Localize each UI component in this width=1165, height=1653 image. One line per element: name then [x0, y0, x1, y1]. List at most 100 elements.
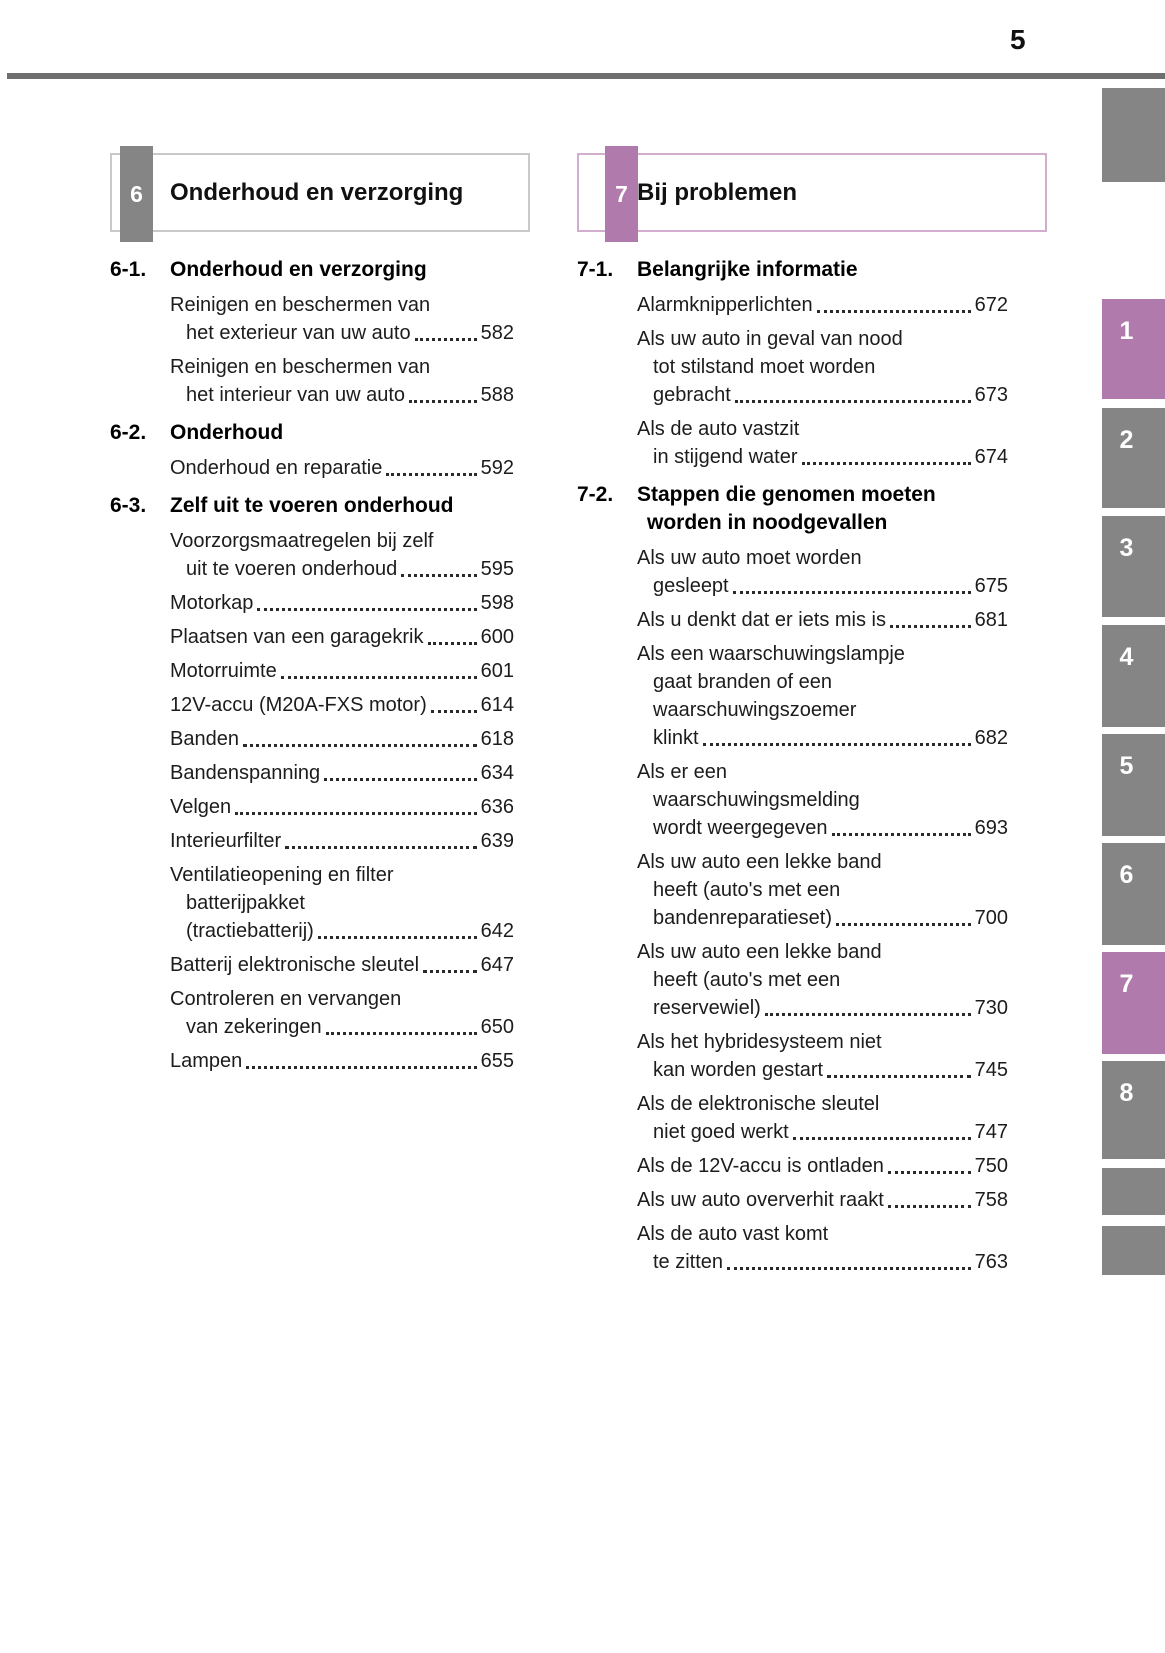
- toc-entry-text: Motorkap: [170, 592, 254, 614]
- toc-entry-line: Motorruimte 601: [170, 657, 514, 685]
- toc-entry: Als het hybridesysteem niet kan worden ge…: [577, 1028, 1008, 1084]
- toc-entry-line: het interieur van uw auto 588: [170, 381, 514, 409]
- toc-entry-line: (tractiebatterij) 642: [170, 917, 514, 945]
- toc-entry-text: niet goed werkt: [653, 1121, 789, 1143]
- toc-entry: Onderhoud en reparatie 592: [110, 454, 514, 482]
- chapter-tab-label: 3: [1119, 534, 1134, 562]
- toc-entry-text: (tractiebatterij): [186, 920, 314, 942]
- toc-subsection-heading: 7-1. Belangrijke informatie: [577, 256, 1008, 284]
- toc-entry: Controleren en vervangen van zekeringen 65…: [110, 985, 514, 1041]
- toc-entry-line: van zekeringen 650: [170, 1013, 514, 1041]
- chapter-block: 7 Bij problemen 7-1. Belangrijke informa…: [577, 146, 1047, 1276]
- toc-entry-line: Interieurfilter 639: [170, 827, 514, 855]
- dotted-leader: [317, 917, 477, 939]
- toc-entry-line: Ventilatieopening en filter: [170, 861, 514, 889]
- dotted-leader: [727, 1248, 971, 1270]
- dotted-leader: [280, 657, 477, 679]
- dotted-leader: [401, 555, 477, 577]
- subsection-title: Stappen die genomen moeten worden in nood…: [637, 481, 936, 537]
- toc-entry-text: Reinigen en beschermen van: [170, 356, 431, 378]
- page-ref: 639: [480, 830, 514, 852]
- chapter-tab-2: 2: [1102, 408, 1165, 508]
- toc-entry-text: het interieur van uw auto: [186, 384, 406, 406]
- toc-entry-line: batterijpakket: [170, 889, 514, 917]
- page-ref: 763: [974, 1251, 1008, 1273]
- chapter-tab-label: 4: [1119, 643, 1134, 671]
- chapter-tab-6: 6: [1102, 843, 1165, 945]
- subsection-title: Onderhoud: [170, 419, 283, 447]
- toc-entry-text: in stijgend water: [653, 446, 798, 468]
- toc-entry: Motorruimte 601: [110, 657, 514, 685]
- subsection-title-line: worden in noodgevallen: [647, 511, 888, 534]
- toc-entry: Als uw auto oververhit raakt 758: [577, 1186, 1008, 1214]
- chapter-block: 6 Onderhoud en verzorging 6-1. Onderhoud…: [110, 146, 530, 1075]
- toc-entry-text: Lampen: [170, 1050, 243, 1072]
- chapter-tab-8: 8: [1102, 1061, 1165, 1159]
- dotted-leader: [257, 589, 477, 611]
- toc-entry-line: Als uw auto een lekke band: [637, 938, 1008, 966]
- dotted-leader: [409, 381, 477, 403]
- toc-entry: Als uw auto een lekke band heeft (auto's …: [577, 848, 1008, 932]
- toc-entry: Als u denkt dat er iets mis is 681: [577, 606, 1008, 634]
- toc-entry-line: klinkt 682: [637, 724, 1008, 752]
- toc-entry-text: van zekeringen: [186, 1016, 322, 1038]
- toc-entry-text: Motorruimte: [170, 660, 277, 682]
- page-ref: 614: [480, 694, 514, 716]
- page-ref: 693: [974, 817, 1008, 839]
- chapter-tab-label: 2: [1119, 426, 1134, 454]
- toc-entry-text: heeft (auto's met een: [653, 969, 841, 991]
- subsection-number: 6-3.: [110, 494, 147, 517]
- toc-entry: Batterij elektronische sleutel 647: [110, 951, 514, 979]
- toc-entry-text: bandenreparatieset): [653, 907, 833, 929]
- dotted-leader: [235, 793, 477, 815]
- toc-entry-line: Als uw auto moet worden: [637, 544, 1008, 572]
- toc-entry: Als de elektronische sleutel niet goed we…: [577, 1090, 1008, 1146]
- page-ref: 647: [480, 954, 514, 976]
- toc-entry-text: Als uw auto een lekke band: [637, 941, 882, 963]
- chapter-title: Bij problemen: [637, 178, 798, 206]
- chapter-tab-label: 8: [1119, 1079, 1134, 1107]
- chapter-6-column: 6 Onderhoud en verzorging 6-1. Onderhoud…: [110, 146, 530, 1081]
- chapter-header: 7 Bij problemen: [577, 146, 1047, 242]
- dotted-leader: [414, 319, 477, 341]
- toc-entry-text: het exterieur van uw auto: [186, 322, 411, 344]
- dotted-leader: [430, 691, 477, 713]
- subsection-title-line: Onderhoud: [170, 421, 284, 444]
- toc-entry-text: tot stilstand moet worden: [653, 356, 876, 378]
- page-ref: 682: [974, 727, 1008, 749]
- subsection-title: Zelf uit te voeren onderhoud: [170, 492, 454, 520]
- toc-subsection-heading: 7-2. Stappen die genomen moeten worden in…: [577, 481, 1008, 537]
- toc-entry-text: waarschuwingszoemer: [653, 699, 857, 721]
- page-number: 5: [1010, 24, 1026, 55]
- toc-entry-text: waarschuwingsmelding: [653, 789, 860, 811]
- chapter-number-badge: 6: [120, 146, 153, 242]
- toc-entry-text: Controleren en vervangen: [170, 988, 402, 1010]
- toc-entry-text: Voorzorgsmaatregelen bij zelf: [170, 530, 434, 552]
- chapter-tab-blank: [1102, 1226, 1165, 1275]
- toc-entry-text: Als uw auto in geval van nood: [637, 328, 903, 350]
- toc-entry-text: Ventilatieopening en filter: [170, 864, 394, 886]
- page-ref: 634: [480, 762, 514, 784]
- toc-entry-line: reservewiel) 730: [637, 994, 1008, 1022]
- page-ref: 582: [480, 322, 514, 344]
- subsection-title-line: Zelf uit te voeren onderhoud: [170, 494, 454, 517]
- chapter-tab-4: 4: [1102, 625, 1165, 727]
- toc-entry-line: Als de 12V-accu is ontladen 750: [637, 1152, 1008, 1180]
- subsection-number: 6-2.: [110, 421, 147, 444]
- toc-entry-line: Als de auto vastzit: [637, 415, 1008, 443]
- toc-entry: Als er een waarschuwingsmelding wordt weer…: [577, 758, 1008, 842]
- toc-entry-text: 12V-accu (M20A-FXS motor): [170, 694, 427, 716]
- toc-entry-line: Reinigen en beschermen van: [170, 291, 514, 319]
- toc-entry-line: Motorkap 598: [170, 589, 514, 617]
- toc-entry-line: het exterieur van uw auto 582: [170, 319, 514, 347]
- page-ref: 598: [480, 592, 514, 614]
- dotted-leader: [831, 814, 971, 836]
- toc-list: 7-1. Belangrijke informatie Alarmknipper…: [577, 256, 1008, 1276]
- toc-entry-text: Als uw auto moet worden: [637, 547, 862, 569]
- toc-entry: Alarmknipperlichten 672: [577, 291, 1008, 319]
- chapter-tab-label: 5: [1119, 752, 1134, 780]
- toc-entry-text: gaat branden of een: [653, 671, 833, 693]
- toc-entry-text: batterijpakket: [186, 892, 305, 914]
- page-ref: 672: [974, 294, 1008, 316]
